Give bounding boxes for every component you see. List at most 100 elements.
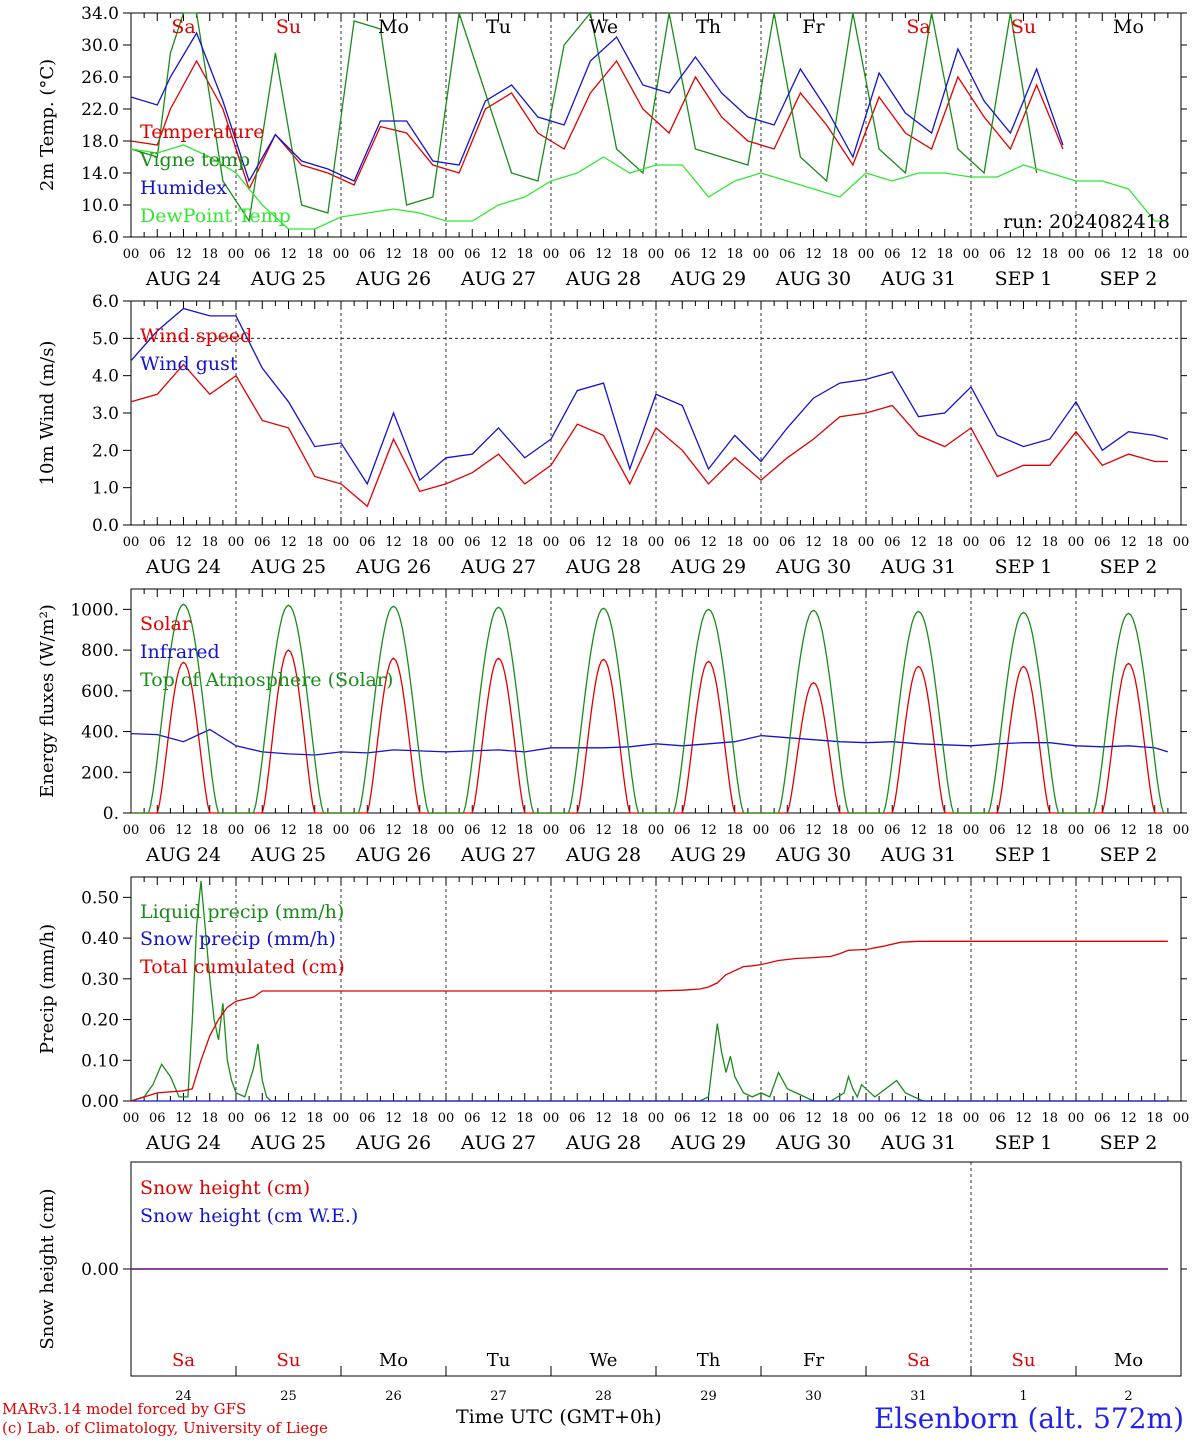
hour-tick-label: 18	[1041, 1111, 1058, 1126]
hour-tick-label: 06	[569, 535, 586, 550]
series-line-liquid-precip-mm-h-	[130, 881, 1168, 1102]
hour-tick-label: 12	[700, 247, 717, 262]
hour-tick-label: 00	[1068, 1111, 1085, 1126]
hour-tick-label: 12	[175, 247, 192, 262]
weekday-label: Mo	[378, 16, 409, 38]
legend-entry: Top of Atmosphere (Solar)	[140, 669, 393, 691]
hour-tick-label: 12	[385, 247, 402, 262]
hour-tick-label: 00	[123, 535, 140, 550]
date-label: AUG 27	[460, 844, 536, 866]
day-number-label: 29	[700, 1389, 717, 1404]
weekday-label: Mo	[379, 1350, 408, 1371]
date-label: AUG 27	[460, 268, 536, 290]
hour-tick-label: 06	[464, 535, 481, 550]
date-label: AUG 28	[565, 268, 641, 290]
hour-tick-label: 00	[1068, 535, 1085, 550]
weekday-label: Th	[697, 1350, 721, 1371]
date-label: SEP 1	[995, 1132, 1053, 1154]
hour-tick-label: 18	[831, 1111, 848, 1126]
panel-1	[123, 11, 1187, 238]
hour-tick-label: 18	[1146, 1111, 1163, 1126]
hour-tick-label: 12	[910, 1111, 927, 1126]
hour-tick-label: 18	[726, 823, 743, 838]
hour-tick-label: 00	[1173, 823, 1190, 838]
hour-tick-label: 12	[280, 247, 297, 262]
panel-4	[123, 876, 1187, 1102]
series-line-wind-gust	[130, 307, 1169, 486]
date-label: AUG 27	[460, 1132, 536, 1154]
hour-tick-label: 06	[464, 823, 481, 838]
hour-tick-label: 18	[936, 247, 953, 262]
date-label: AUG 26	[355, 268, 431, 290]
hour-tick-label: 12	[805, 1111, 822, 1126]
hour-tick-label: 18	[1041, 535, 1058, 550]
date-label: SEP 1	[995, 844, 1053, 866]
hour-tick-label: 00	[1173, 535, 1190, 550]
date-label: AUG 29	[670, 556, 746, 578]
hour-tick-label: 18	[516, 247, 533, 262]
y-tick-label: 5.0	[92, 329, 119, 349]
panel-3	[123, 588, 1187, 814]
weekday-label: Sa	[906, 16, 930, 38]
hour-tick-label: 18	[411, 535, 428, 550]
hour-tick-label: 18	[411, 1111, 428, 1126]
hour-tick-label: 00	[1068, 823, 1085, 838]
hour-tick-label: 06	[989, 247, 1006, 262]
legend-entry: Snow height (cm)	[140, 1177, 310, 1199]
hour-tick-label: 12	[490, 535, 507, 550]
hour-tick-label: 18	[516, 1111, 533, 1126]
weekday-label: Sa	[171, 16, 195, 38]
hour-tick-label: 18	[201, 823, 218, 838]
hour-tick-label: 12	[1120, 823, 1137, 838]
y-tick-label: 400.	[81, 723, 119, 743]
model-credit: MARv3.14 model forced by GFS	[2, 1400, 247, 1418]
hour-tick-label: 18	[936, 1111, 953, 1126]
hour-tick-label: 06	[1094, 823, 1111, 838]
hour-tick-label: 06	[464, 1111, 481, 1126]
hour-tick-label: 18	[621, 535, 638, 550]
y-tick-label: 0.	[103, 804, 119, 824]
panel-frame	[130, 588, 1182, 814]
hour-tick-label: 18	[726, 1111, 743, 1126]
hour-tick-label: 12	[595, 1111, 612, 1126]
hour-tick-label: 00	[228, 247, 245, 262]
hour-tick-label: 00	[1068, 247, 1085, 262]
hour-tick-label: 12	[1015, 823, 1032, 838]
hour-tick-label: 06	[884, 1111, 901, 1126]
hour-tick-label: 12	[280, 535, 297, 550]
hour-tick-label: 00	[648, 535, 665, 550]
series-line-infrared	[130, 728, 1169, 756]
legend-entry: Snow height (cm W.E.)	[140, 1205, 358, 1227]
hour-tick-label: 12	[910, 823, 927, 838]
hour-tick-label: 12	[910, 535, 927, 550]
series-line-humidex	[130, 31, 1064, 183]
hour-tick-label: 00	[228, 823, 245, 838]
legend-entry: Wind speed	[140, 325, 252, 347]
hour-tick-label: 06	[674, 823, 691, 838]
date-label: SEP 2	[1100, 1132, 1158, 1154]
weekday-label: Mo	[1113, 16, 1144, 38]
weekday-label: Su	[1012, 1350, 1036, 1371]
hour-tick-label: 18	[1041, 823, 1058, 838]
hour-tick-label: 00	[333, 535, 350, 550]
hour-tick-label: 18	[411, 823, 428, 838]
hour-tick-label: 06	[359, 1111, 376, 1126]
y-tick-label: 0.40	[81, 929, 119, 949]
hour-tick-label: 12	[1120, 535, 1137, 550]
hour-tick-label: 00	[858, 247, 875, 262]
date-label: AUG 27	[460, 556, 536, 578]
hour-tick-label: 12	[595, 823, 612, 838]
hour-tick-label: 06	[359, 535, 376, 550]
hour-tick-label: 00	[753, 535, 770, 550]
hour-tick-label: 12	[385, 1111, 402, 1126]
hour-tick-label: 06	[674, 1111, 691, 1126]
date-label: AUG 31	[880, 556, 956, 578]
date-label: AUG 26	[355, 844, 431, 866]
hour-tick-label: 06	[674, 247, 691, 262]
hour-tick-label: 06	[884, 535, 901, 550]
date-label: AUG 30	[775, 556, 851, 578]
y-tick-label: 22.0	[81, 100, 119, 120]
y-tick-label: 0.00	[81, 1260, 119, 1280]
legend-entry: Vigne temp	[139, 149, 250, 171]
